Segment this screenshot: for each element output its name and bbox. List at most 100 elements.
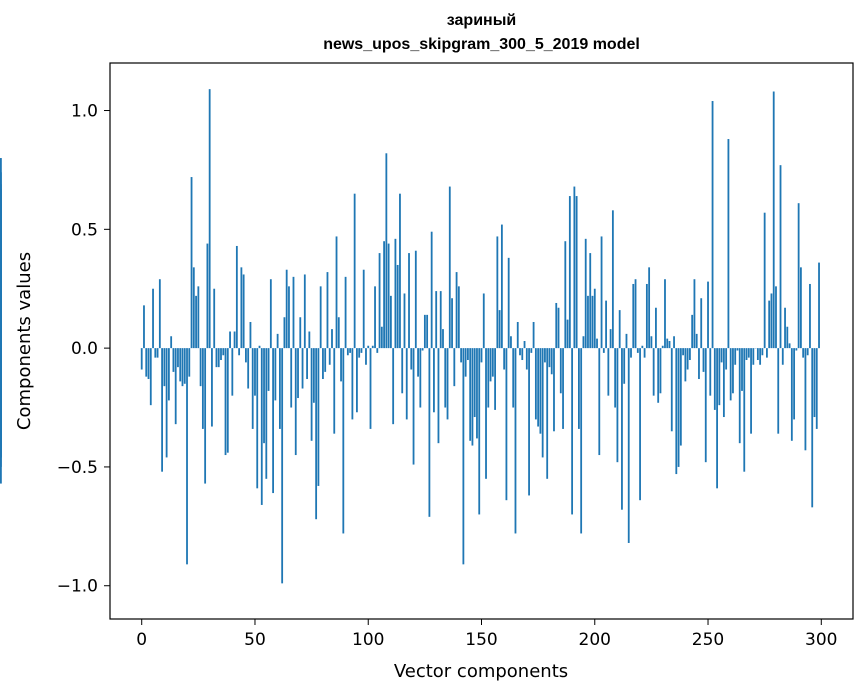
bar-10 [163, 348, 166, 387]
bar-56 [267, 348, 270, 391]
bar-88 [340, 348, 342, 382]
bar-127 [428, 348, 431, 517]
bar-95 [356, 348, 358, 413]
bar-245 [695, 333, 698, 349]
bar-90 [344, 276, 347, 349]
bar-79 [319, 286, 322, 349]
bar-224 [648, 267, 651, 349]
bar-52 [258, 345, 261, 349]
bar-298 [815, 348, 818, 429]
bar-246 [698, 348, 700, 380]
x-tick-label: 100 [352, 630, 384, 650]
bar-177 [541, 348, 544, 458]
bar-11 [165, 348, 168, 458]
bar-241 [686, 348, 689, 370]
bar-230 [661, 345, 664, 349]
bar-182 [553, 348, 555, 432]
bar-286 [788, 343, 791, 349]
bar-196 [584, 238, 587, 349]
bar-13 [170, 336, 173, 349]
bar-78 [317, 348, 320, 486]
bar-102 [371, 345, 374, 349]
bar-191 [573, 186, 576, 349]
bar-274 [761, 348, 764, 356]
bar-8 [158, 279, 161, 349]
bar-195 [582, 336, 585, 349]
bar-125 [423, 314, 426, 349]
bar-200 [593, 288, 596, 349]
bar-43 [238, 348, 241, 356]
bar-123 [419, 348, 422, 408]
bar-276 [766, 348, 768, 358]
bar-86 [335, 236, 338, 349]
bar-179 [546, 348, 549, 479]
bar-278 [770, 293, 773, 349]
bar-143 [464, 348, 467, 377]
bar-38 [226, 348, 229, 453]
bar-97 [360, 348, 363, 353]
bar-176 [539, 348, 542, 434]
bar-114 [399, 193, 401, 349]
bar-21 [188, 348, 191, 377]
bar-82 [326, 272, 329, 349]
bar-194 [580, 348, 583, 534]
bar-7 [156, 348, 159, 358]
bar-214 [625, 333, 628, 349]
bar-109 [387, 243, 390, 349]
bar-59 [274, 348, 277, 401]
bar-117 [405, 348, 408, 420]
bar-264 [738, 348, 741, 444]
bar-234 [670, 348, 673, 432]
bar-299 [818, 262, 820, 349]
bar-236 [675, 348, 678, 475]
bar-122 [417, 348, 419, 377]
bar-261 [732, 348, 734, 394]
bar-199 [591, 295, 594, 349]
bar-104 [376, 348, 379, 353]
bar-226 [652, 348, 655, 396]
bar-202 [598, 348, 601, 456]
bar-91 [346, 348, 349, 356]
bar-166 [516, 321, 519, 349]
bar-158 [498, 310, 501, 349]
bar-232 [666, 338, 669, 349]
bar-27 [201, 348, 204, 429]
bar-269 [750, 348, 752, 434]
bar-267 [745, 348, 748, 361]
bar-165 [514, 348, 517, 534]
bar-231 [664, 279, 666, 349]
bar-96 [358, 348, 361, 358]
bar-222 [643, 348, 646, 358]
bar-167 [519, 348, 521, 356]
bar-99 [365, 348, 367, 365]
y-tick-label: 1.0 [71, 102, 98, 122]
bar-49 [251, 348, 254, 429]
bar-180 [548, 348, 551, 368]
y-axis-ticks: −1.0 −0.5 0.0 0.5 1.0 [57, 102, 110, 597]
bar-290 [797, 203, 800, 349]
bar-279 [772, 91, 775, 349]
bar-294 [806, 348, 809, 356]
bar-239 [682, 348, 685, 356]
bar-62 [281, 348, 284, 584]
bar-83 [328, 348, 331, 365]
bar-130 [435, 291, 438, 349]
bar-87 [337, 317, 340, 349]
bar-168 [521, 348, 524, 361]
bar-0 [140, 348, 143, 370]
bar-121 [414, 250, 417, 349]
bar-255 [718, 348, 721, 406]
bar-174 [534, 348, 537, 420]
bar-71 [301, 348, 304, 389]
bar-72 [303, 274, 306, 349]
bar-4 [149, 348, 152, 406]
bar-112 [394, 238, 397, 349]
bar-186 [562, 348, 564, 429]
bar-237 [677, 348, 680, 467]
bar-28 [204, 348, 207, 484]
bar-243 [691, 314, 694, 349]
bar-22 [190, 177, 193, 349]
bar-3 [147, 348, 150, 380]
bar-258 [725, 348, 728, 370]
bar-119 [410, 348, 413, 370]
